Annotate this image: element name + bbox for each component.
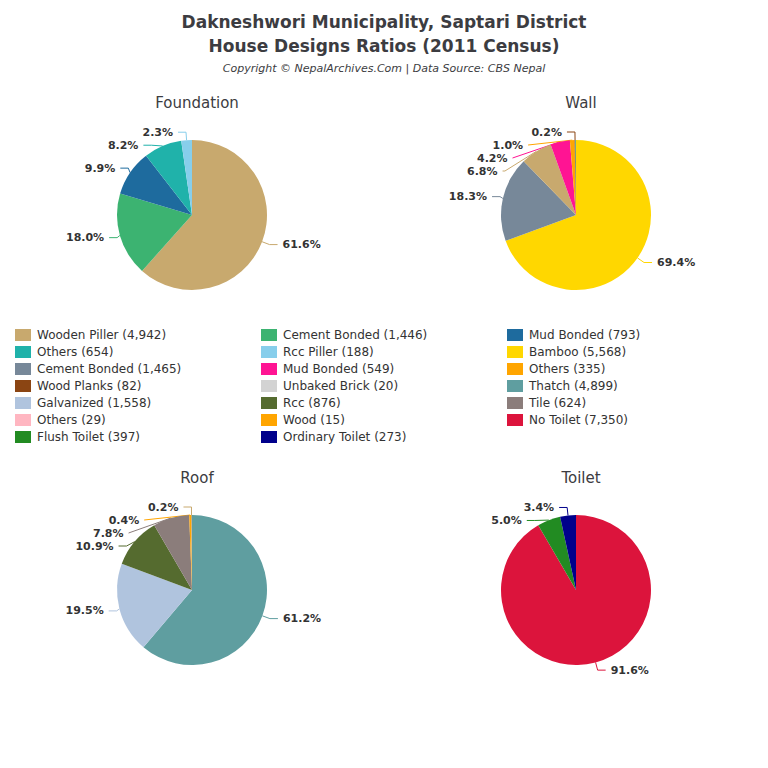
svg-text:8.2%: 8.2%	[108, 139, 139, 152]
svg-text:Ordinary Toilet (273): Ordinary Toilet (273)	[283, 430, 406, 444]
svg-text:0.2%: 0.2%	[531, 126, 562, 139]
svg-text:Wooden Piller (4,942): Wooden Piller (4,942)	[37, 328, 166, 342]
svg-text:5.0%: 5.0%	[491, 514, 522, 527]
svg-text:Galvanized (1,558): Galvanized (1,558)	[37, 396, 151, 410]
svg-text:3.4%: 3.4%	[524, 501, 555, 514]
svg-text:6.8%: 6.8%	[467, 165, 498, 178]
svg-text:Rcc Piller (188): Rcc Piller (188)	[283, 345, 374, 359]
svg-text:Tile (624): Tile (624)	[528, 396, 586, 410]
svg-text:Copyright © NepalArchives.Com: Copyright © NepalArchives.Com | Data Sou…	[223, 62, 545, 75]
svg-text:18.0%: 18.0%	[66, 231, 104, 244]
svg-text:1.0%: 1.0%	[493, 139, 524, 152]
svg-text:19.5%: 19.5%	[66, 604, 104, 617]
svg-text:Others (335): Others (335)	[529, 362, 605, 376]
svg-text:91.6%: 91.6%	[611, 664, 649, 677]
svg-text:10.9%: 10.9%	[75, 540, 113, 553]
svg-text:House Designs Ratios (2011 Cen: House Designs Ratios (2011 Census)	[209, 36, 560, 56]
svg-text:Cement Bonded (1,465): Cement Bonded (1,465)	[37, 362, 181, 376]
svg-text:Foundation: Foundation	[155, 94, 239, 112]
svg-text:Thatch (4,899): Thatch (4,899)	[528, 379, 618, 393]
svg-text:Others (29): Others (29)	[37, 413, 106, 427]
svg-text:Rcc (876): Rcc (876)	[283, 396, 341, 410]
svg-text:69.4%: 69.4%	[657, 256, 695, 269]
svg-text:No Toilet (7,350): No Toilet (7,350)	[529, 413, 628, 427]
svg-text:Others (654): Others (654)	[37, 345, 113, 359]
svg-text:9.9%: 9.9%	[85, 162, 116, 175]
svg-text:Toilet: Toilet	[560, 469, 600, 487]
svg-text:61.6%: 61.6%	[283, 238, 321, 251]
svg-text:2.3%: 2.3%	[142, 126, 173, 139]
svg-text:Bamboo (5,568): Bamboo (5,568)	[529, 345, 626, 359]
svg-text:Cement Bonded (1,446): Cement Bonded (1,446)	[283, 328, 427, 342]
svg-text:Dakneshwori Municipality, Sapt: Dakneshwori Municipality, Saptari Distri…	[182, 12, 587, 32]
svg-text:18.3%: 18.3%	[449, 190, 487, 203]
svg-text:Mud Bonded (793): Mud Bonded (793)	[529, 328, 640, 342]
svg-text:4.2%: 4.2%	[477, 152, 508, 165]
svg-text:Roof: Roof	[180, 469, 214, 487]
svg-text:Unbaked Brick (20): Unbaked Brick (20)	[283, 379, 398, 393]
svg-text:0.2%: 0.2%	[148, 501, 179, 514]
svg-text:Flush Toilet (397): Flush Toilet (397)	[37, 430, 140, 444]
svg-text:0.4%: 0.4%	[109, 514, 140, 527]
svg-text:Wall: Wall	[565, 94, 596, 112]
svg-text:Wood (15): Wood (15)	[283, 413, 345, 427]
svg-text:7.8%: 7.8%	[93, 527, 124, 540]
svg-text:61.2%: 61.2%	[283, 612, 321, 625]
svg-text:Mud Bonded (549): Mud Bonded (549)	[283, 362, 394, 376]
svg-text:Wood Planks (82): Wood Planks (82)	[37, 379, 141, 393]
